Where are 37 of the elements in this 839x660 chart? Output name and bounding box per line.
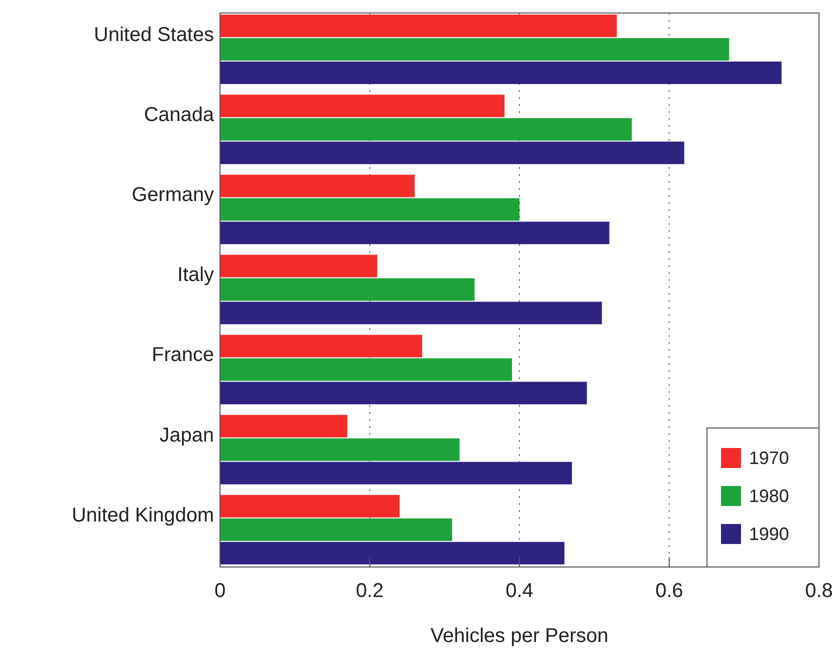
bar bbox=[220, 334, 422, 358]
x-tick-label: 0.2 bbox=[356, 580, 384, 602]
y-tick-label: France bbox=[152, 344, 214, 366]
bar bbox=[220, 462, 572, 484]
x-axis-title: Vehicles per Person bbox=[430, 625, 608, 647]
bar bbox=[220, 542, 564, 564]
bar bbox=[220, 222, 610, 244]
bar bbox=[220, 14, 617, 38]
bar bbox=[220, 302, 602, 324]
y-tick-label: United Kingdom bbox=[72, 504, 214, 526]
bar bbox=[220, 118, 632, 141]
bar bbox=[220, 254, 378, 278]
bar bbox=[220, 94, 505, 118]
bar bbox=[220, 494, 400, 518]
y-tick-label: United States bbox=[94, 24, 214, 46]
legend-label: 1980 bbox=[749, 486, 790, 506]
legend-label: 1990 bbox=[749, 524, 790, 544]
y-tick-label: Canada bbox=[144, 104, 215, 126]
bar bbox=[220, 174, 415, 198]
y-tick-label: Germany bbox=[132, 184, 214, 206]
bar bbox=[220, 382, 587, 404]
bar bbox=[220, 278, 475, 301]
legend-label: 1970 bbox=[749, 448, 790, 468]
bar bbox=[220, 438, 460, 461]
bar bbox=[220, 142, 684, 164]
y-tick-label: Japan bbox=[160, 424, 214, 446]
x-tick-label: 0 bbox=[214, 580, 226, 602]
x-tick-label: 0.8 bbox=[805, 580, 833, 602]
y-tick-label: Italy bbox=[177, 264, 214, 286]
bar bbox=[220, 38, 730, 61]
bar bbox=[220, 518, 452, 541]
bar bbox=[220, 198, 520, 221]
bar bbox=[220, 358, 512, 381]
x-tick-label: 0.6 bbox=[655, 580, 684, 602]
bar bbox=[220, 414, 348, 438]
bar bbox=[220, 62, 782, 84]
x-tick-label: 0.4 bbox=[506, 580, 534, 602]
